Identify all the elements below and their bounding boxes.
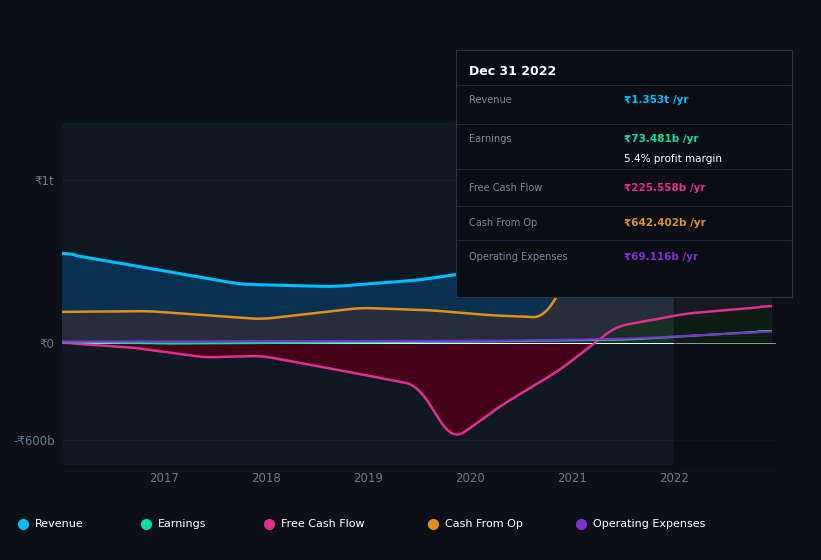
- Text: ₹642.402b /yr: ₹642.402b /yr: [624, 218, 706, 228]
- Text: Earnings: Earnings: [469, 134, 511, 144]
- Text: Cash From Op: Cash From Op: [445, 519, 523, 529]
- Text: Free Cash Flow: Free Cash Flow: [281, 519, 365, 529]
- Text: 5.4% profit margin: 5.4% profit margin: [624, 154, 722, 164]
- Text: Free Cash Flow: Free Cash Flow: [469, 183, 543, 193]
- Text: Revenue: Revenue: [34, 519, 83, 529]
- Text: Operating Expenses: Operating Expenses: [593, 519, 705, 529]
- Text: ₹73.481b /yr: ₹73.481b /yr: [624, 134, 699, 144]
- Text: Dec 31 2022: Dec 31 2022: [469, 65, 557, 78]
- Bar: [674, 123, 776, 465]
- Text: ₹1.353t /yr: ₹1.353t /yr: [624, 95, 689, 105]
- Text: Revenue: Revenue: [469, 95, 511, 105]
- Text: Operating Expenses: Operating Expenses: [469, 253, 568, 263]
- Text: Earnings: Earnings: [158, 519, 206, 529]
- Text: ₹225.558b /yr: ₹225.558b /yr: [624, 183, 705, 193]
- Text: Cash From Op: Cash From Op: [469, 218, 538, 228]
- Text: ₹69.116b /yr: ₹69.116b /yr: [624, 253, 698, 263]
